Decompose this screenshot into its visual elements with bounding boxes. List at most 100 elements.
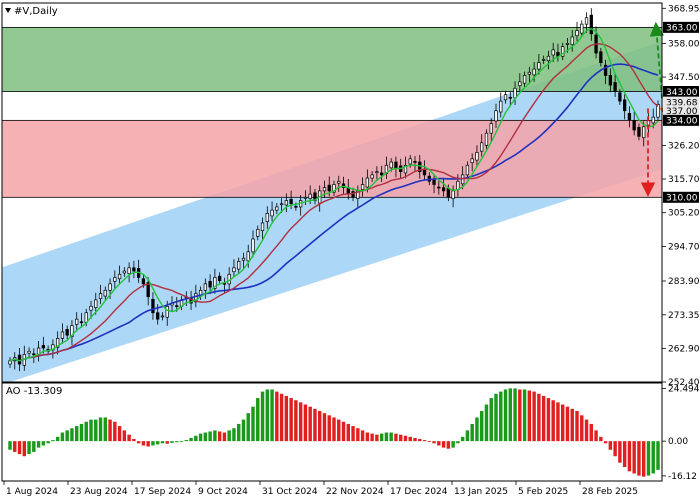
candle-body — [489, 123, 493, 134]
candle-body — [237, 261, 241, 270]
ao-bar — [232, 428, 236, 442]
ao-bar — [437, 441, 441, 446]
ma_slow-line — [9, 63, 659, 362]
candle-body — [141, 278, 146, 285]
candle-body — [532, 68, 536, 76]
price-tick-label: 252.40 — [668, 378, 700, 388]
level-label: 310.00 — [666, 194, 698, 204]
candle-body — [156, 312, 160, 320]
candle-body — [632, 120, 636, 131]
candle-body — [484, 132, 489, 146]
candle-body — [260, 222, 265, 232]
candle-body — [642, 126, 646, 139]
ao-bar — [70, 428, 74, 442]
ao-bar — [51, 440, 55, 442]
level-label: 339.68 — [666, 98, 698, 108]
ao-bar — [441, 441, 446, 448]
ao-bar — [465, 430, 470, 442]
ao-bar — [656, 441, 660, 470]
price-tick-label: 273.35 — [668, 311, 700, 321]
candle-body — [165, 305, 169, 318]
price-tick-label: 294.70 — [668, 242, 700, 252]
ao-bar — [308, 406, 312, 442]
candle-body — [294, 205, 298, 208]
ao-bar — [189, 437, 193, 442]
candle-body — [213, 277, 217, 289]
ao-bar — [475, 417, 479, 442]
ao-bar — [284, 395, 289, 442]
ao-bar — [384, 432, 389, 442]
level-label-bg — [663, 85, 699, 97]
ao-bar — [184, 440, 189, 442]
ao-bar — [446, 441, 451, 449]
ao-bar — [375, 434, 379, 442]
ao-bar — [641, 441, 646, 477]
ao-bar — [427, 441, 432, 442]
ao-bar — [594, 430, 598, 442]
ao-bar — [117, 426, 122, 442]
ao-bar — [556, 402, 560, 442]
ao-bar — [217, 431, 222, 442]
ao-bar — [584, 419, 589, 442]
x-tick-label: 1 Aug 2024 — [6, 487, 58, 497]
candle-body — [103, 289, 107, 297]
ao-bar — [370, 433, 374, 442]
ao-bar — [327, 415, 331, 442]
ao-bar — [608, 441, 613, 450]
candle-body — [651, 116, 655, 124]
main-plot-border — [1, 2, 663, 383]
ao-bar — [394, 433, 398, 442]
ao-bar — [122, 430, 127, 442]
candle-body — [375, 171, 379, 174]
level-label-bg — [663, 105, 699, 117]
candle-body — [413, 161, 417, 163]
candle-body — [365, 177, 370, 188]
ao-bar — [527, 390, 532, 442]
ao-label: AO -13.309 — [6, 386, 62, 397]
candle-body — [275, 206, 279, 211]
ao-bar — [94, 419, 98, 442]
main-content — [2, 8, 662, 382]
candle-body — [308, 193, 312, 199]
ao-bar — [398, 434, 403, 442]
ao-bar — [575, 411, 579, 442]
ao-bar — [151, 441, 155, 446]
candle-body — [465, 164, 470, 176]
candle-body — [589, 14, 593, 35]
candle-body — [41, 345, 46, 349]
ao-bar — [246, 413, 250, 442]
ao-bar — [13, 441, 17, 452]
candle-body — [565, 43, 570, 45]
ao-bar — [160, 441, 165, 444]
candle-body — [284, 200, 289, 206]
price-tick-label: 283.90 — [668, 277, 700, 287]
candle-body — [94, 299, 98, 308]
ao-bar — [341, 421, 346, 442]
ao-bar — [265, 389, 270, 442]
candle-body — [627, 112, 632, 121]
candle-body — [608, 75, 613, 86]
ao-tick-label: 0.00 — [668, 437, 688, 447]
candle-body — [265, 212, 269, 223]
ao-bar — [422, 440, 427, 442]
candle-body — [403, 164, 408, 174]
ao-bar — [132, 439, 136, 442]
ao-bar — [637, 441, 641, 476]
candle-body — [518, 81, 522, 87]
ao-bar — [136, 441, 141, 444]
candle-body — [32, 353, 36, 356]
ao-bar — [198, 433, 203, 442]
candle-body — [522, 75, 527, 84]
candle-body — [551, 49, 555, 56]
ao-bar — [470, 423, 474, 442]
ao-bar — [560, 404, 565, 442]
ao-bar — [489, 398, 493, 442]
candle-body — [208, 280, 212, 288]
ao-bar — [213, 430, 217, 442]
candle-body — [537, 62, 541, 70]
x-tick-label: 28 Feb 2025 — [582, 487, 638, 497]
ao-bar — [546, 398, 551, 442]
candle-body — [89, 305, 93, 311]
ao-bar — [279, 393, 284, 442]
